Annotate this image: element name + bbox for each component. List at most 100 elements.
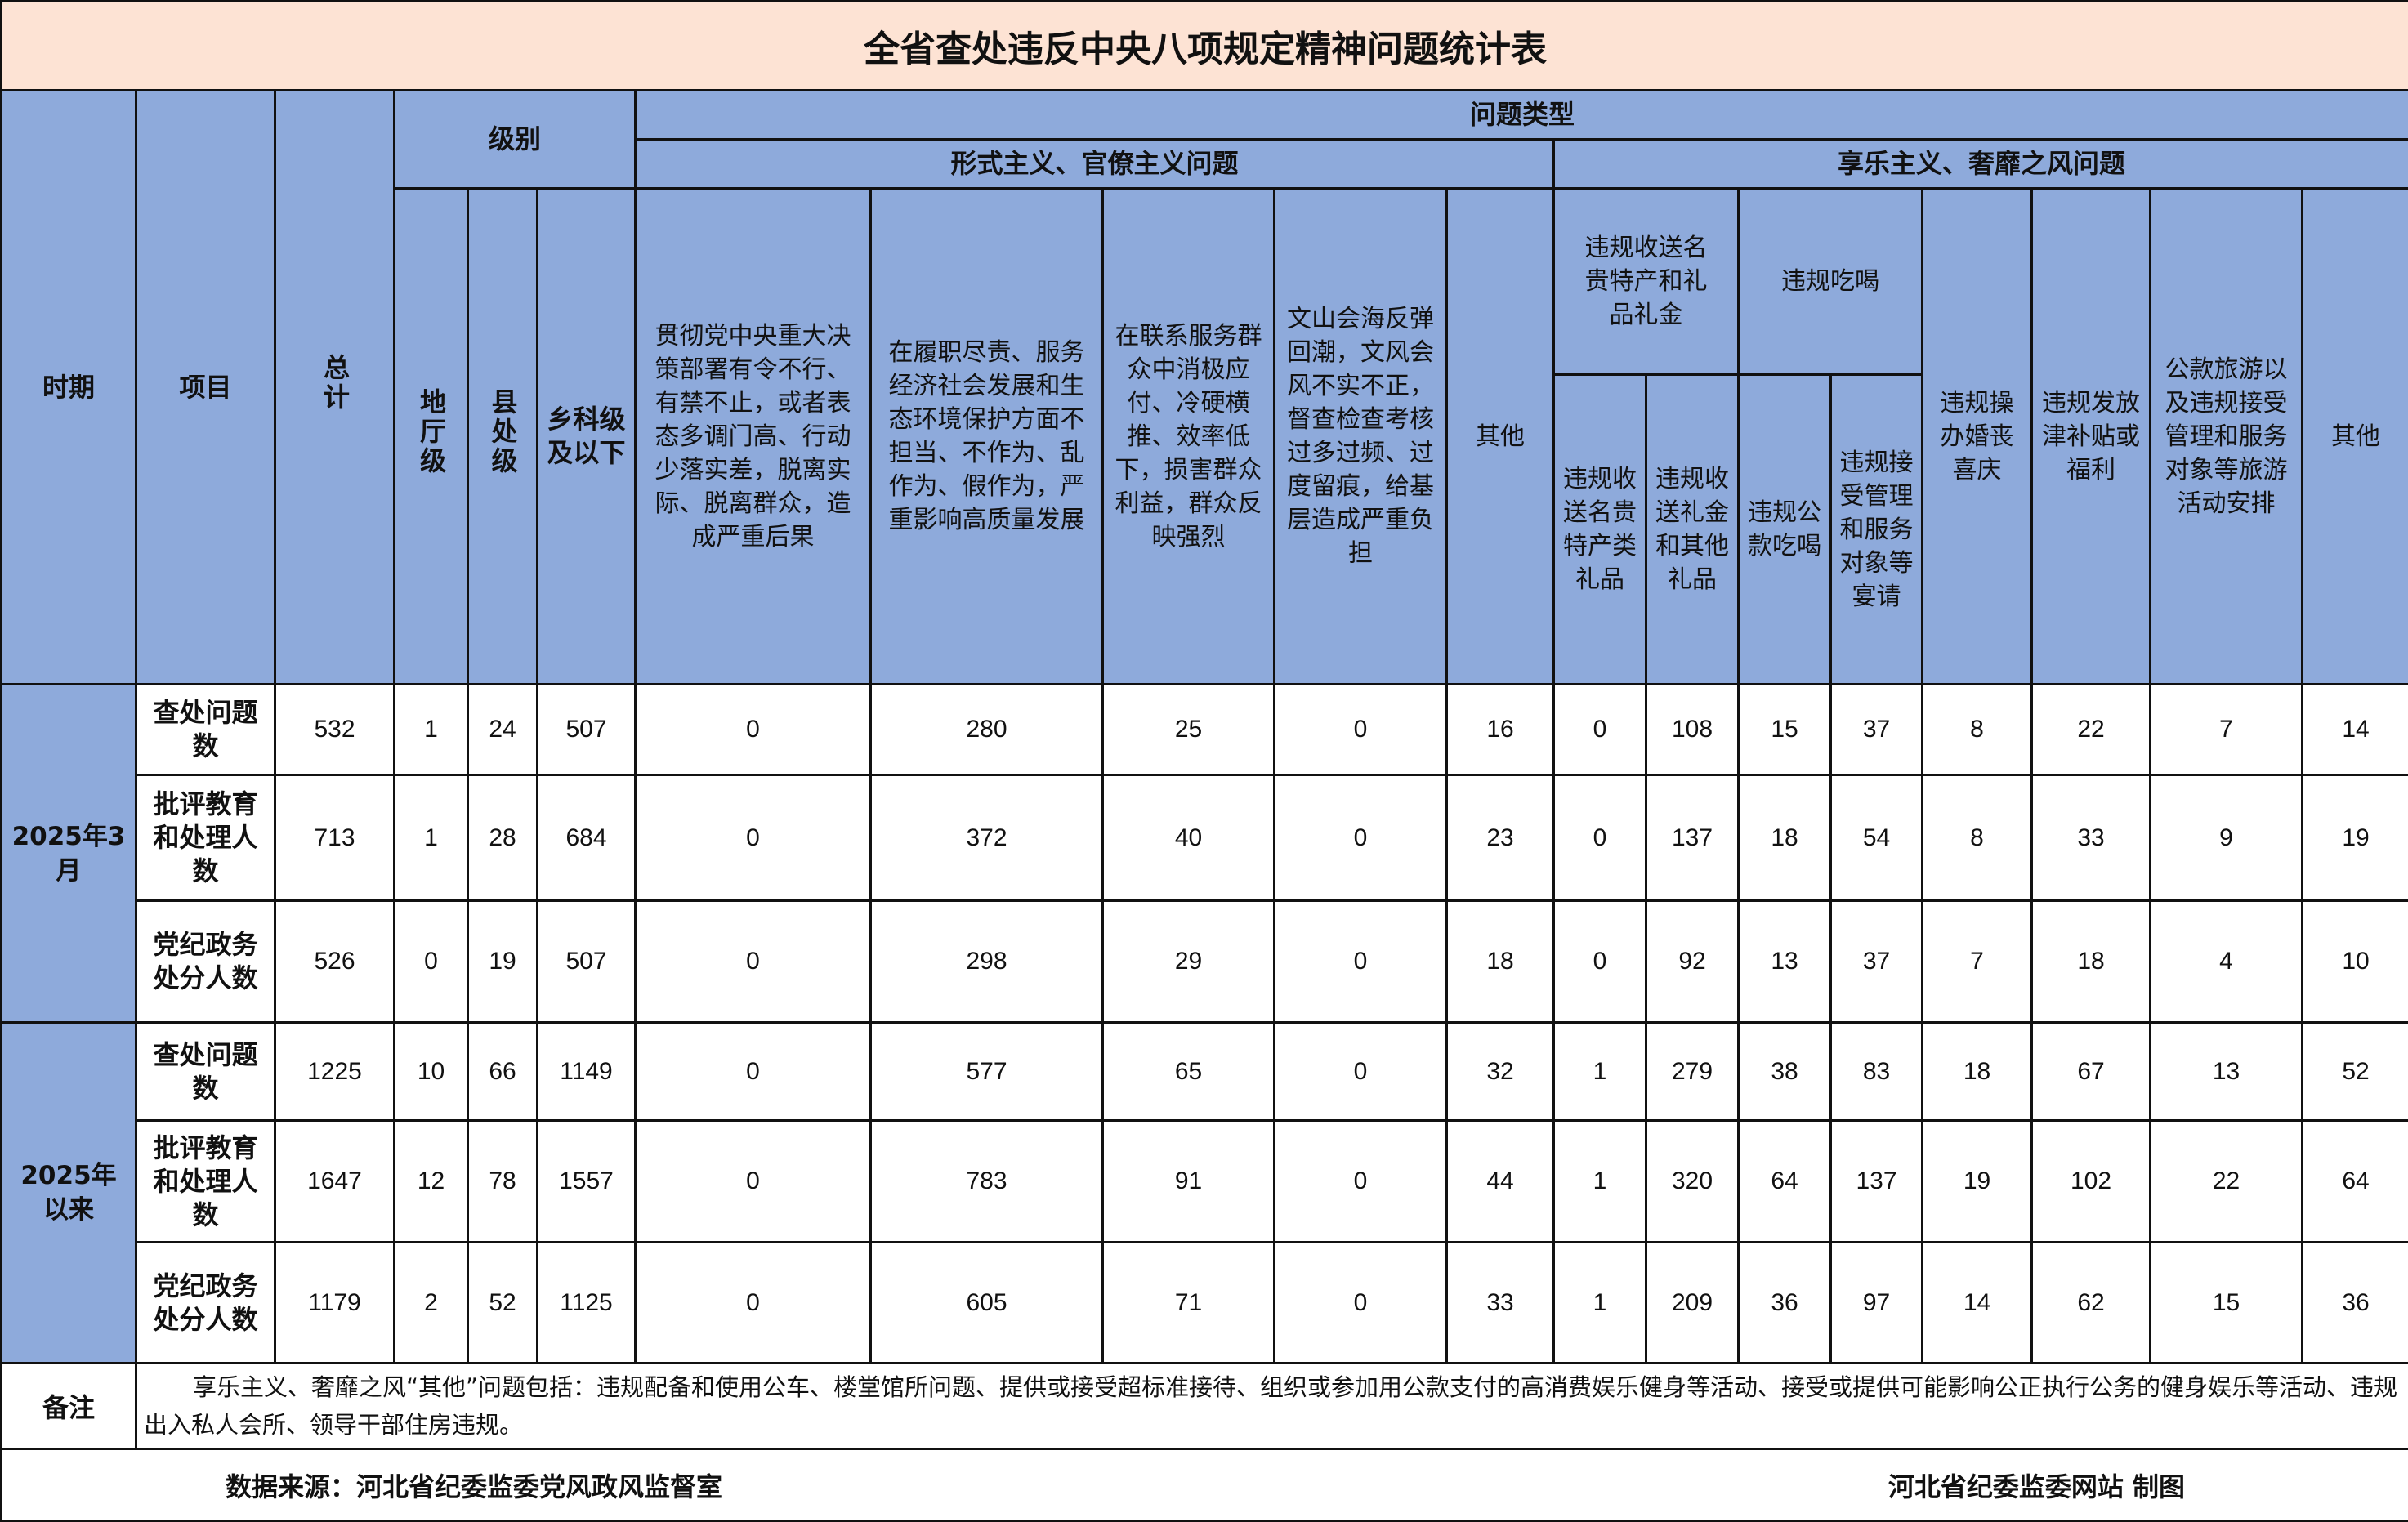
header-total-text: 总计: [318, 354, 351, 413]
header-formalism-col-4: 文山会海反弹回潮，文风会风不实不正，督查检查考核过多过频、过度留痕，给基层造成严…: [1275, 189, 1447, 685]
value-cell: 0: [395, 901, 468, 1023]
value-cell: 33: [1447, 1243, 1554, 1364]
value-cell: 0: [1275, 1023, 1447, 1121]
value-cell: 2: [395, 1243, 468, 1364]
header-level-prefecture: 地厅级: [395, 189, 468, 685]
value-cell: 0: [636, 901, 871, 1023]
value-cell: 71: [1103, 1243, 1275, 1364]
value-cell: 0: [636, 1121, 871, 1243]
header-level-prefecture-text: 地厅级: [414, 388, 448, 476]
header-formalism-col-3: 在联系服务群众中消极应付、冷硬横推、效率低下，损害群众利益，群众反映强烈: [1103, 189, 1275, 685]
value-cell: 91: [1103, 1121, 1275, 1243]
header-period: 时期: [2, 91, 136, 685]
value-cell: 0: [636, 685, 871, 775]
item-cell: 批评教育和处理人数: [136, 1121, 275, 1243]
item-cell: 党纪政务处分人数: [136, 1243, 275, 1364]
header-item: 项目: [136, 91, 275, 685]
value-cell: 0: [1554, 775, 1646, 901]
value-cell: 24: [468, 685, 538, 775]
value-cell: 64: [1739, 1121, 1831, 1243]
header-wedding-funeral: 违规操办婚丧喜庆: [1923, 189, 2032, 685]
value-cell: 137: [1646, 775, 1739, 901]
value-cell: 1: [395, 685, 468, 775]
value-cell: 8: [1923, 775, 2032, 901]
value-cell: 280: [871, 685, 1103, 775]
value-cell: 320: [1646, 1121, 1739, 1243]
value-cell: 1125: [538, 1243, 636, 1364]
value-cell: 36: [1739, 1243, 1831, 1364]
value-cell: 0: [1275, 1121, 1447, 1243]
value-cell: 0: [1275, 1243, 1447, 1364]
value-cell: 1: [395, 775, 468, 901]
value-cell: 65: [1103, 1023, 1275, 1121]
value-cell: 137: [1831, 1121, 1923, 1243]
value-cell: 78: [468, 1121, 538, 1243]
header-level-township: 乡科级及以下: [538, 189, 636, 685]
value-cell: 37: [1831, 901, 1923, 1023]
value-cell: 507: [538, 685, 636, 775]
value-cell: 1: [1554, 1121, 1646, 1243]
value-cell: 15: [1739, 685, 1831, 775]
value-cell: 52: [2303, 1023, 2408, 1121]
value-cell: 532: [275, 685, 395, 775]
value-cell: 209: [1646, 1243, 1739, 1364]
value-cell: 62: [2032, 1243, 2151, 1364]
value-cell: 16: [1447, 685, 1554, 775]
value-cell: 298: [871, 901, 1103, 1023]
value-cell: 4: [2151, 901, 2303, 1023]
period-cell: 2025年3月: [2, 685, 136, 1023]
value-cell: 8: [1923, 685, 2032, 775]
value-cell: 1: [1554, 1023, 1646, 1121]
value-cell: 19: [468, 901, 538, 1023]
header-total: 总计: [275, 91, 395, 685]
value-cell: 36: [2303, 1243, 2408, 1364]
value-cell: 0: [1554, 685, 1646, 775]
value-cell: 9: [2151, 775, 2303, 901]
value-cell: 1557: [538, 1121, 636, 1243]
item-cell: 批评教育和处理人数: [136, 775, 275, 901]
value-cell: 713: [275, 775, 395, 901]
header-level-county: 县处级: [468, 189, 538, 685]
value-cell: 1225: [275, 1023, 395, 1121]
value-cell: 19: [2303, 775, 2408, 901]
value-cell: 0: [636, 1023, 871, 1121]
value-cell: 108: [1646, 685, 1739, 775]
value-cell: 7: [2151, 685, 2303, 775]
note-text: 享乐主义、奢靡之风“其他”问题包括：违规配备和使用公车、楼堂馆所问题、提供或接受…: [136, 1364, 2408, 1449]
value-cell: 18: [2032, 901, 2151, 1023]
header-travel: 公款旅游以及违规接受管理和服务对象等旅游活动安排: [2151, 189, 2303, 685]
value-cell: 372: [871, 775, 1103, 901]
data-source: 数据来源：河北省纪委监委党风政风监督室: [226, 1466, 722, 1504]
value-cell: 0: [1275, 901, 1447, 1023]
item-cell: 查处问题数: [136, 1023, 275, 1121]
value-cell: 0: [1554, 901, 1646, 1023]
value-cell: 22: [2151, 1121, 2303, 1243]
value-cell: 0: [1275, 685, 1447, 775]
header-formalism-col-2: 在履职尽责、服务经济社会发展和生态环境保护方面不担当、不作为、乱作为、假作为，严…: [871, 189, 1103, 685]
footer: 数据来源：河北省纪委监委党风政风监督室 河北省纪委监委网站 制图: [2, 1449, 2408, 1521]
header-dining-group: 违规吃喝: [1739, 189, 1923, 375]
header-level: 级别: [395, 91, 636, 189]
value-cell: 29: [1103, 901, 1275, 1023]
value-cell: 18: [1447, 901, 1554, 1023]
value-cell: 64: [2303, 1121, 2408, 1243]
value-cell: 7: [1923, 901, 2032, 1023]
value-cell: 40: [1103, 775, 1275, 901]
value-cell: 44: [1447, 1121, 1554, 1243]
header-formalism-col-1: 贯彻党中央重大决策部署有令不行、有禁不止，或者表态多调门高、行动少落实差，脱离实…: [636, 189, 871, 685]
value-cell: 102: [2032, 1121, 2151, 1243]
value-cell: 10: [2303, 901, 2408, 1023]
header-hedonism-other: 其他: [2303, 189, 2408, 685]
header-dining-banquet: 违规接受管理和服务对象等宴请: [1831, 375, 1923, 685]
header-formalism: 形式主义、官僚主义问题: [636, 140, 1554, 189]
chart-maker: 河北省纪委监委网站 制图: [1888, 1466, 2185, 1504]
value-cell: 52: [468, 1243, 538, 1364]
value-cell: 1: [1554, 1243, 1646, 1364]
value-cell: 18: [1923, 1023, 2032, 1121]
header-gift-money: 违规收送礼金和其他礼品: [1646, 375, 1739, 685]
item-cell: 查处问题数: [136, 685, 275, 775]
